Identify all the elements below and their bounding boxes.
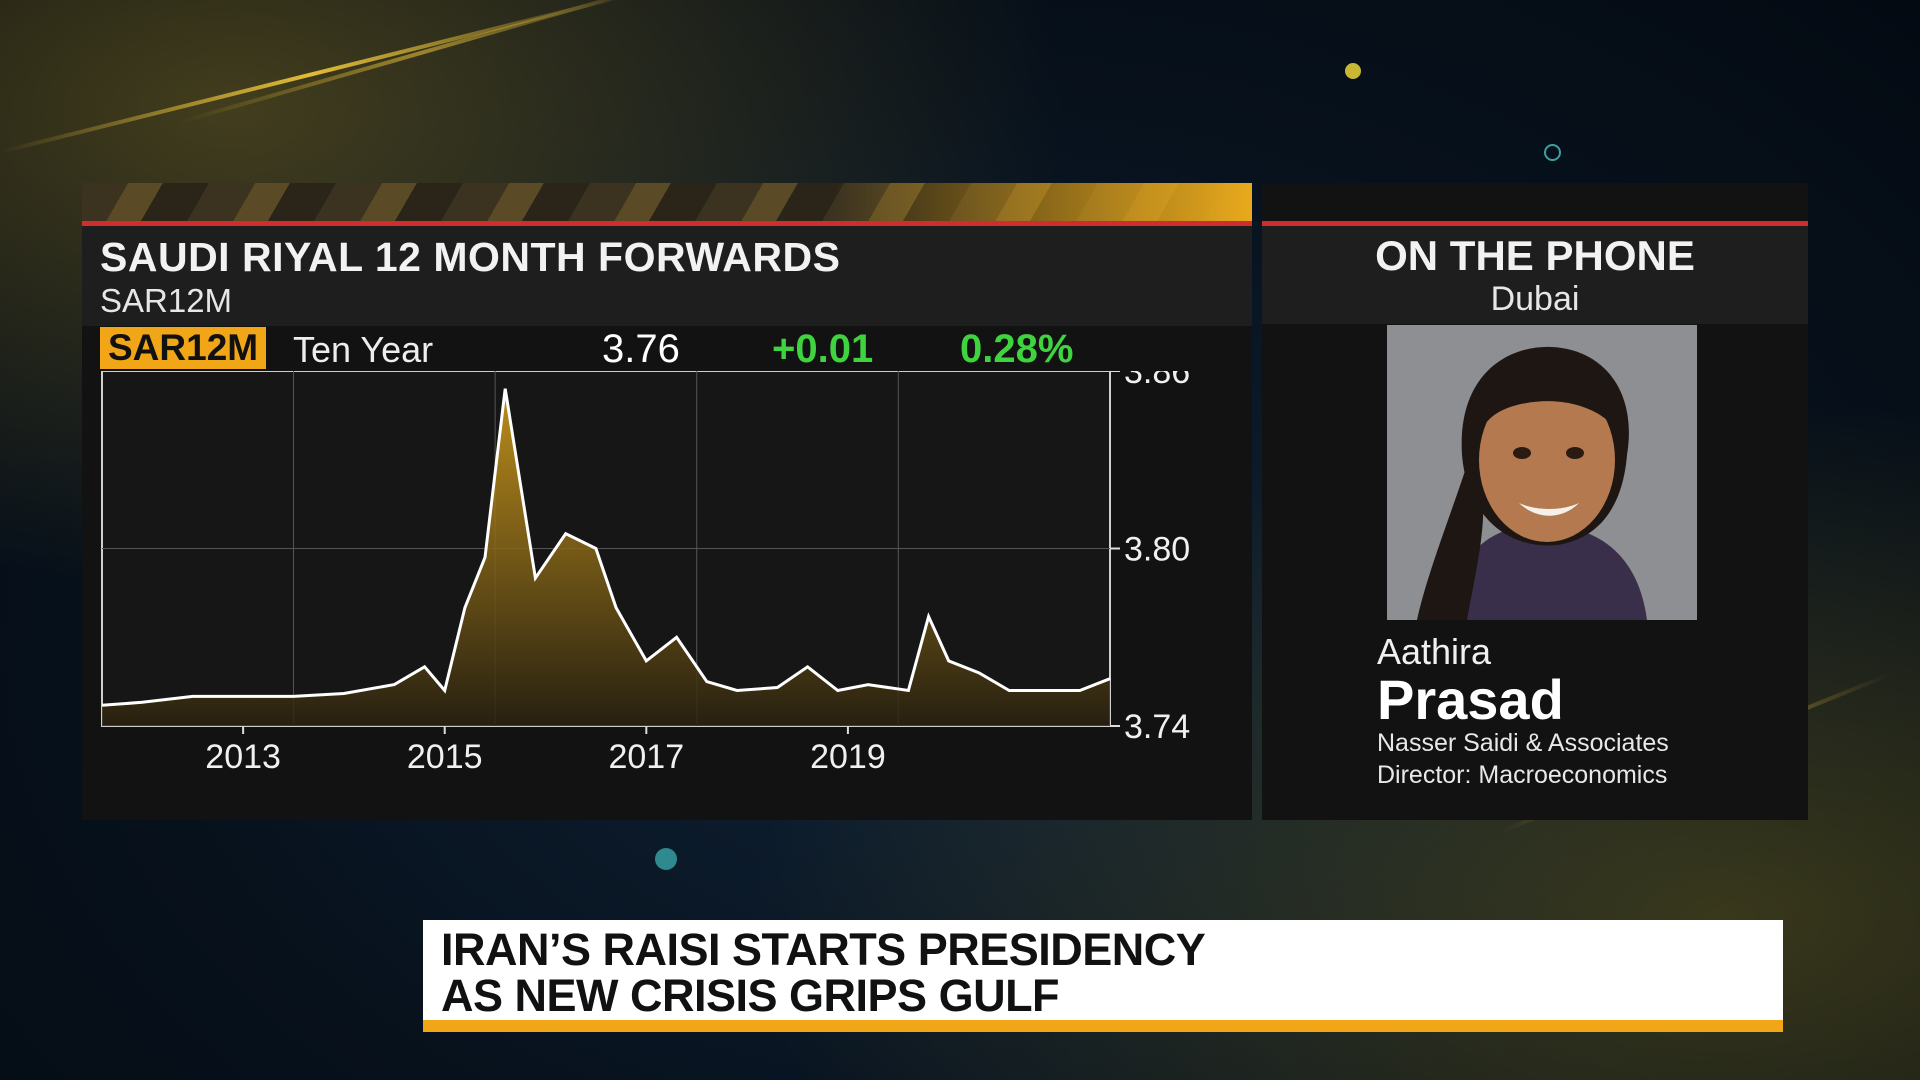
ticker-period: Ten Year xyxy=(293,329,434,370)
x-axis: 2013 2015 2017 2019 xyxy=(205,726,886,776)
guest-header: ON THE PHONE Dubai xyxy=(1262,226,1808,324)
guest-last-name: Prasad xyxy=(1377,668,1564,731)
ticker-row: SAR12M Ten Year 3.76 +0.01 0.28% xyxy=(100,325,1200,371)
series-line xyxy=(101,388,1111,707)
ticker-change: +0.01 xyxy=(772,327,874,371)
chart-header: SAUDI RIYAL 12 MONTH FORWARDS SAR12M xyxy=(82,226,1252,326)
ticker-symbol-badge: SAR12M xyxy=(100,327,267,369)
chart-panel-strip xyxy=(82,183,1252,221)
y-tick-label: 3.80 xyxy=(1124,531,1190,569)
headline-line-1: IRAN’S RAISI STARTS PRESIDENCY xyxy=(441,924,1206,975)
x-tick-label: 2017 xyxy=(608,738,684,776)
guest-organization: Nasser Saidi & Associates xyxy=(1377,729,1669,757)
on-the-phone-label: ON THE PHONE xyxy=(1375,232,1695,279)
chart-panel: SAUDI RIYAL 12 MONTH FORWARDS SAR12M SAR… xyxy=(82,183,1252,820)
ticker-price: 3.76 xyxy=(602,327,680,371)
chart-panel-divider xyxy=(82,221,1252,226)
y-axis: 3.86 3.80 3.74 xyxy=(1110,371,1190,746)
guest-location: Dubai xyxy=(1490,280,1580,318)
guest-panel-divider xyxy=(1262,221,1808,226)
headline-line-2: AS NEW CRISIS GRIPS GULF xyxy=(441,970,1060,1021)
series-area xyxy=(102,388,1110,726)
x-tick-label: 2013 xyxy=(205,738,281,776)
price-chart: 3.86 3.80 3.74 2013 2015 2017 2019 xyxy=(101,371,1190,776)
guest-role: Director: Macroeconomics xyxy=(1377,761,1668,789)
chart-subtitle: SAR12M xyxy=(100,282,233,319)
background-dot xyxy=(655,848,677,870)
guest-first-name: Aathira xyxy=(1377,631,1492,672)
y-tick-label: 3.74 xyxy=(1124,708,1190,746)
headline-banner: IRAN’S RAISI STARTS PRESIDENCY AS NEW CR… xyxy=(423,920,1783,1032)
guest-photo xyxy=(1387,325,1697,620)
background-streak xyxy=(179,0,662,124)
chart-title: SAUDI RIYAL 12 MONTH FORWARDS xyxy=(100,234,841,280)
x-tick-label: 2019 xyxy=(810,738,886,776)
y-tick-label: 3.86 xyxy=(1124,371,1190,391)
x-tick-label: 2015 xyxy=(407,738,483,776)
background-dot xyxy=(1345,63,1361,79)
guest-panel: ON THE PHONE Dubai Aathira Prasad Nasser… xyxy=(1262,183,1808,820)
background-dot xyxy=(1544,144,1561,161)
ticker-change-percent: 0.28% xyxy=(960,327,1074,371)
